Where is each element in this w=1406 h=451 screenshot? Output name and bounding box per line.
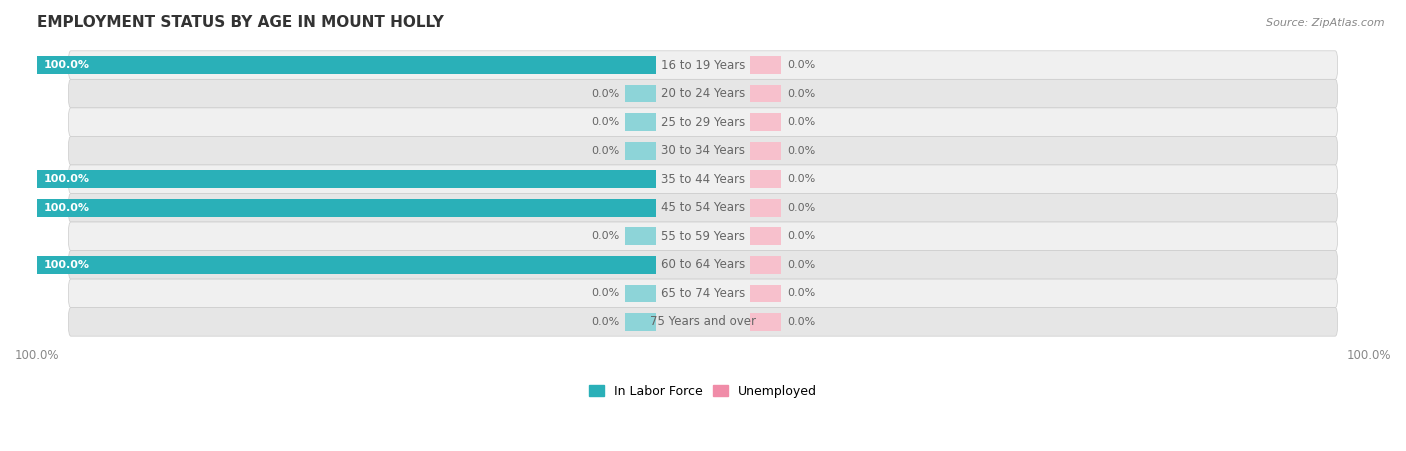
Text: 0.0%: 0.0% xyxy=(787,203,815,213)
Text: 25 to 29 Years: 25 to 29 Years xyxy=(661,115,745,129)
Text: 100.0%: 100.0% xyxy=(44,260,90,270)
Bar xyxy=(749,256,780,274)
Bar xyxy=(626,85,657,102)
Text: 100.0%: 100.0% xyxy=(44,60,90,70)
Text: 35 to 44 Years: 35 to 44 Years xyxy=(661,173,745,186)
FancyBboxPatch shape xyxy=(69,251,1337,279)
Bar xyxy=(34,256,657,274)
Bar xyxy=(626,285,657,302)
Text: 45 to 54 Years: 45 to 54 Years xyxy=(661,201,745,214)
Bar xyxy=(34,170,657,188)
Bar xyxy=(34,199,657,216)
Text: 0.0%: 0.0% xyxy=(591,117,619,127)
Text: 65 to 74 Years: 65 to 74 Years xyxy=(661,287,745,300)
Text: 0.0%: 0.0% xyxy=(591,288,619,299)
Text: 0.0%: 0.0% xyxy=(591,317,619,327)
Bar xyxy=(749,85,780,102)
Text: 0.0%: 0.0% xyxy=(787,231,815,241)
Text: 0.0%: 0.0% xyxy=(591,146,619,156)
Bar xyxy=(626,113,657,131)
FancyBboxPatch shape xyxy=(69,51,1337,79)
Text: 0.0%: 0.0% xyxy=(787,117,815,127)
Bar xyxy=(626,142,657,160)
Text: 75 Years and over: 75 Years and over xyxy=(650,315,756,328)
Bar xyxy=(626,313,657,331)
Bar xyxy=(749,113,780,131)
Text: 100.0%: 100.0% xyxy=(44,203,90,213)
FancyBboxPatch shape xyxy=(69,279,1337,308)
Text: 0.0%: 0.0% xyxy=(787,146,815,156)
FancyBboxPatch shape xyxy=(69,108,1337,136)
FancyBboxPatch shape xyxy=(69,79,1337,108)
Text: 30 to 34 Years: 30 to 34 Years xyxy=(661,144,745,157)
Text: EMPLOYMENT STATUS BY AGE IN MOUNT HOLLY: EMPLOYMENT STATUS BY AGE IN MOUNT HOLLY xyxy=(37,15,444,30)
Legend: In Labor Force, Unemployed: In Labor Force, Unemployed xyxy=(583,380,823,403)
Bar xyxy=(749,313,780,331)
Text: 0.0%: 0.0% xyxy=(787,88,815,99)
Bar xyxy=(749,227,780,245)
Text: 0.0%: 0.0% xyxy=(787,60,815,70)
Text: 0.0%: 0.0% xyxy=(591,88,619,99)
Text: Source: ZipAtlas.com: Source: ZipAtlas.com xyxy=(1267,18,1385,28)
Text: 16 to 19 Years: 16 to 19 Years xyxy=(661,59,745,72)
Text: 60 to 64 Years: 60 to 64 Years xyxy=(661,258,745,272)
FancyBboxPatch shape xyxy=(69,193,1337,222)
Bar xyxy=(749,142,780,160)
Text: 20 to 24 Years: 20 to 24 Years xyxy=(661,87,745,100)
Text: 100.0%: 100.0% xyxy=(44,174,90,184)
Bar xyxy=(749,285,780,302)
Text: 55 to 59 Years: 55 to 59 Years xyxy=(661,230,745,243)
Bar xyxy=(749,170,780,188)
FancyBboxPatch shape xyxy=(69,136,1337,165)
Text: 0.0%: 0.0% xyxy=(787,288,815,299)
Text: 0.0%: 0.0% xyxy=(787,174,815,184)
Text: 0.0%: 0.0% xyxy=(787,317,815,327)
Bar xyxy=(626,227,657,245)
Bar xyxy=(34,56,657,74)
Bar xyxy=(749,56,780,74)
Bar xyxy=(749,199,780,216)
Text: 0.0%: 0.0% xyxy=(591,231,619,241)
FancyBboxPatch shape xyxy=(69,222,1337,251)
FancyBboxPatch shape xyxy=(69,165,1337,193)
FancyBboxPatch shape xyxy=(69,308,1337,336)
Text: 0.0%: 0.0% xyxy=(787,260,815,270)
